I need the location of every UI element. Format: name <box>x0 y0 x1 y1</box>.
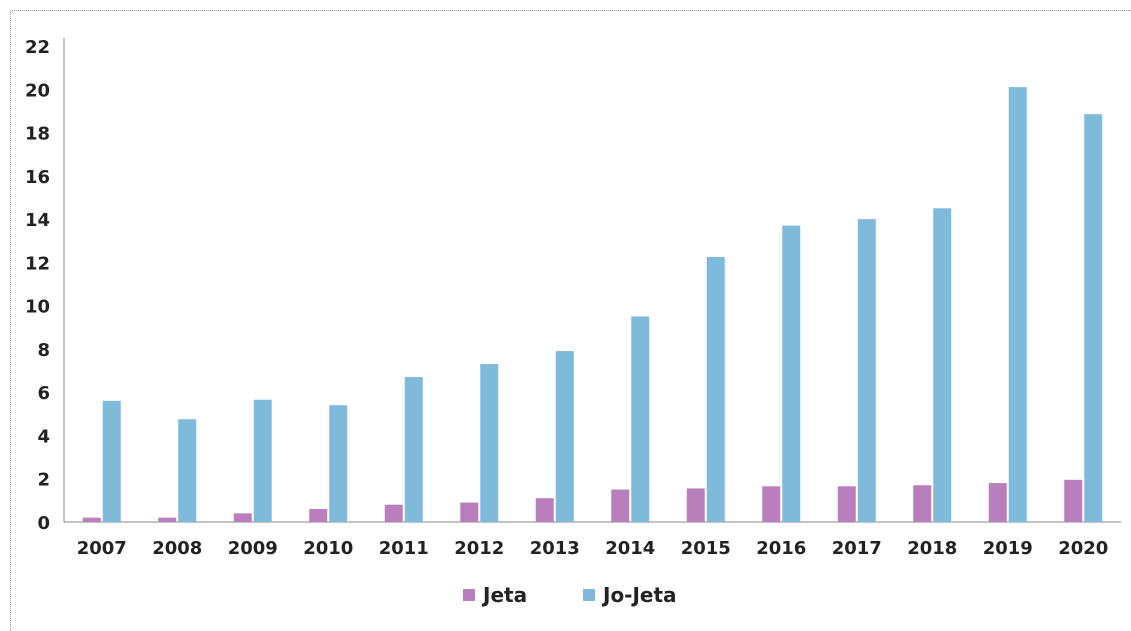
y-tick-label: 22 <box>25 37 50 58</box>
legend-swatch <box>463 589 475 601</box>
bar-jo-jeta-2009 <box>253 399 272 522</box>
x-tick-label: 2017 <box>832 538 882 559</box>
legend: Jeta Jo-Jeta <box>463 583 677 607</box>
bar-jo-jeta-2010 <box>329 405 348 522</box>
y-axis: 0 2 4 6 8 10 12 14 16 18 20 22 <box>25 37 65 534</box>
y-tick-label: 4 <box>37 426 50 447</box>
bar-jo-jeta-2018 <box>933 208 952 523</box>
chart-frame <box>10 10 1131 631</box>
bar-jeta-2015 <box>686 488 705 522</box>
bar-jo-jeta-2007 <box>102 400 121 522</box>
bar-jo-jeta-2014 <box>631 316 650 522</box>
x-tick-label: 2018 <box>907 538 957 559</box>
bar-jeta-2008 <box>158 517 177 522</box>
x-tick-label: 2007 <box>77 538 127 559</box>
y-tick-label: 2 <box>37 470 50 491</box>
bar-jeta-2007 <box>82 517 101 522</box>
bar-jo-jeta-2019 <box>1008 87 1027 522</box>
x-tick-label: 2019 <box>983 538 1033 559</box>
y-tick-label: 8 <box>37 340 50 361</box>
bar-jeta-2009 <box>233 513 252 522</box>
bar-jo-jeta-2008 <box>178 419 197 522</box>
y-tick-labels: 0 2 4 6 8 10 12 14 16 18 20 22 <box>25 37 50 534</box>
x-tick-labels: 2007 2008 2009 2010 2011 2012 2013 2014 2015 2016… <box>77 538 1109 559</box>
x-tick-label: 2009 <box>228 538 278 559</box>
bar-jo-jeta-2016 <box>782 225 801 522</box>
x-tick-label: 2020 <box>1058 538 1108 559</box>
bar-jeta-2011 <box>384 504 403 522</box>
x-tick-label: 2012 <box>454 538 504 559</box>
legend-item: Jo-Jeta <box>583 583 677 607</box>
bar-jo-jeta-2013 <box>555 351 574 522</box>
bar-jo-jeta-2020 <box>1084 114 1103 523</box>
x-tick-label: 2014 <box>605 538 655 559</box>
x-axis: 2007 2008 2009 2010 2011 2012 2013 2014 2015 2016… <box>64 521 1121 559</box>
y-tick-label: 16 <box>25 167 50 188</box>
y-tick-label: 6 <box>37 383 50 404</box>
bar-jeta-2014 <box>611 489 630 522</box>
bar-jeta-2017 <box>837 486 856 522</box>
x-tick-label: 2008 <box>152 538 202 559</box>
bar-jeta-2010 <box>309 509 328 522</box>
legend-swatch <box>583 589 595 601</box>
y-tick-label: 10 <box>25 297 50 318</box>
bar-jo-jeta-2012 <box>480 364 499 522</box>
bar-jeta-2012 <box>460 502 479 522</box>
bars <box>82 87 1103 523</box>
y-tick-label: 20 <box>25 80 50 101</box>
bar-jo-jeta-2015 <box>706 256 725 522</box>
y-tick-label: 0 <box>37 513 50 534</box>
x-tick-label: 2010 <box>303 538 353 559</box>
x-tick-label: 2013 <box>530 538 580 559</box>
y-tick-label: 18 <box>25 124 50 145</box>
y-tick-label: 12 <box>25 253 50 274</box>
legend-item: Jeta <box>463 583 527 607</box>
bar-jeta-2020 <box>1064 479 1083 522</box>
bar-jeta-2018 <box>913 485 932 522</box>
bar-jeta-2013 <box>535 498 554 522</box>
legend-label: Jeta <box>481 583 527 607</box>
legend-label: Jo-Jeta <box>601 583 677 607</box>
bar-jeta-2019 <box>988 483 1007 522</box>
x-tick-label: 2016 <box>756 538 806 559</box>
bar-jo-jeta-2011 <box>404 377 423 522</box>
x-tick-label: 2011 <box>379 538 429 559</box>
bar-jo-jeta-2017 <box>857 219 876 522</box>
bar-jeta-2016 <box>762 486 781 522</box>
y-tick-label: 14 <box>25 210 50 231</box>
x-tick-label: 2015 <box>681 538 731 559</box>
